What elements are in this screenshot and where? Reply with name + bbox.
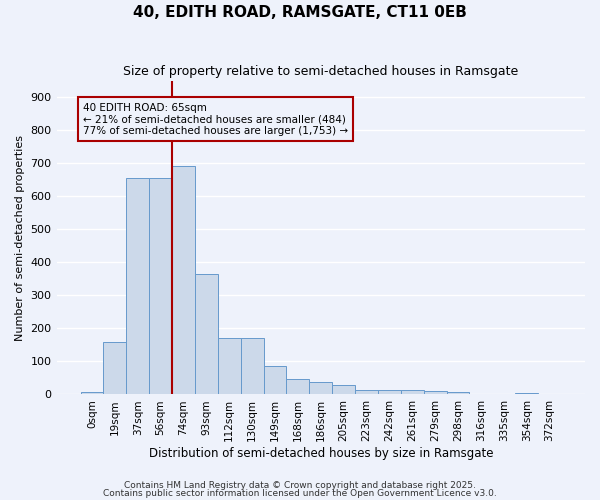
Bar: [424, 391, 446, 394]
Bar: [263, 366, 286, 394]
Bar: [401, 390, 424, 394]
Bar: [286, 378, 310, 394]
X-axis label: Distribution of semi-detached houses by size in Ramsgate: Distribution of semi-detached houses by …: [149, 447, 493, 460]
Bar: [172, 166, 195, 394]
Bar: [515, 393, 538, 394]
Bar: [378, 390, 401, 394]
Text: 40, EDITH ROAD, RAMSGATE, CT11 0EB: 40, EDITH ROAD, RAMSGATE, CT11 0EB: [133, 5, 467, 20]
Bar: [310, 382, 332, 394]
Bar: [332, 384, 355, 394]
Text: Contains public sector information licensed under the Open Government Licence v3: Contains public sector information licen…: [103, 489, 497, 498]
Bar: [241, 338, 263, 394]
Bar: [195, 274, 218, 394]
Bar: [149, 178, 172, 394]
Bar: [446, 392, 469, 394]
Bar: [103, 342, 127, 394]
Bar: [80, 392, 103, 394]
Y-axis label: Number of semi-detached properties: Number of semi-detached properties: [15, 134, 25, 340]
Bar: [355, 390, 378, 394]
Text: Contains HM Land Registry data © Crown copyright and database right 2025.: Contains HM Land Registry data © Crown c…: [124, 480, 476, 490]
Text: 40 EDITH ROAD: 65sqm
← 21% of semi-detached houses are smaller (484)
77% of semi: 40 EDITH ROAD: 65sqm ← 21% of semi-detac…: [83, 102, 348, 136]
Bar: [218, 338, 241, 394]
Bar: [127, 178, 149, 394]
Title: Size of property relative to semi-detached houses in Ramsgate: Size of property relative to semi-detach…: [123, 65, 518, 78]
